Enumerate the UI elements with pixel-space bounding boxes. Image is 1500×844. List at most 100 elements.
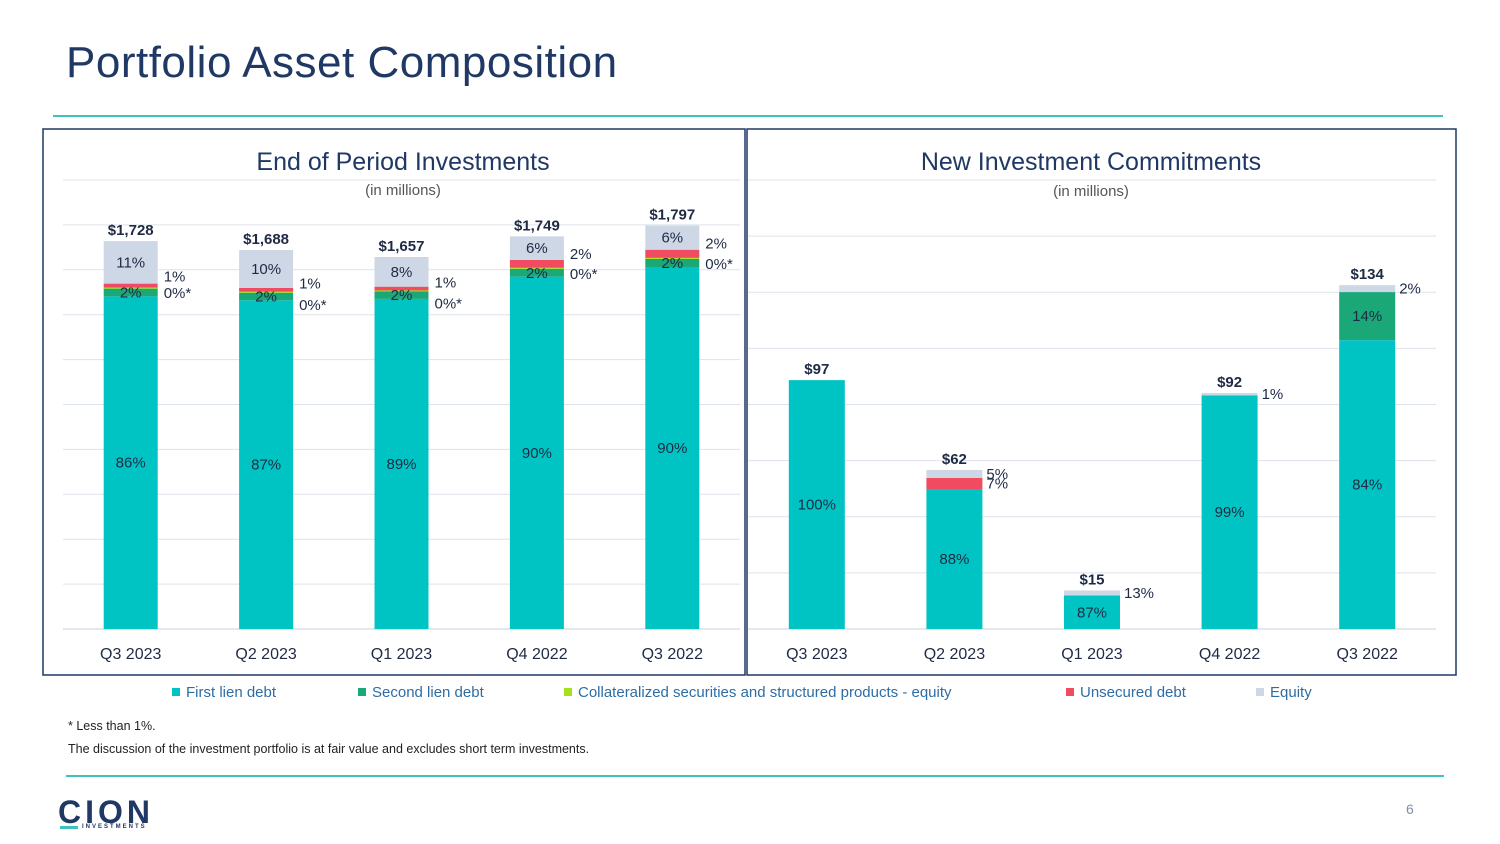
legend-swatch-unsecured: [1066, 688, 1074, 696]
end-of-period-investments-chart: End of Period Investments (in millions) 86…: [63, 148, 740, 663]
segment-label: 87%: [1077, 604, 1107, 621]
total-label: $1,749: [514, 217, 560, 234]
footer-divider: [66, 775, 1444, 777]
segment-side-label: 1%: [1262, 386, 1284, 403]
bar-segment-equity: [374, 257, 429, 287]
legend-label: Unsecured debt: [1080, 684, 1186, 701]
bar-segment-second_lien: [374, 291, 429, 299]
segment-label: 11%: [116, 254, 145, 271]
legend-swatch-first-lien: [172, 688, 180, 696]
bar-segment-first_lien: [788, 380, 845, 629]
bar-segment-second_lien: [103, 288, 158, 297]
bar-segment-unsecured: [645, 249, 700, 258]
footnote-less-than-one: * Less than 1%.: [68, 719, 156, 733]
bar-segment-equity: [103, 241, 158, 284]
bar-segment-clo_equity: [239, 291, 294, 293]
bar-segment-equity: [509, 236, 564, 260]
segment-label: 88%: [939, 551, 969, 568]
total-label: $1,728: [108, 222, 154, 239]
segment-label: 10%: [251, 261, 281, 278]
total-label: $62: [942, 451, 967, 468]
category-label: Q3 2023: [100, 646, 161, 663]
footnote-fair-value: The discussion of the investment portfol…: [68, 742, 590, 756]
bar-segment-first_lien: [509, 276, 564, 629]
segment-side-label: 5%: [986, 466, 1008, 483]
right-chart-frame: [746, 128, 1457, 676]
chart-subtitle: (in millions): [1053, 183, 1129, 200]
segment-side-label: 2%: [705, 236, 727, 253]
legend-swatch-clo-equity: [564, 688, 572, 696]
bar-segment-unsecured: [509, 259, 564, 268]
legend-label: Collateralized securities and structured…: [578, 684, 952, 701]
segment-side-label: 1%: [299, 276, 321, 293]
bar-segment-first_lien: [374, 298, 429, 629]
left-chart-frame: [42, 128, 746, 676]
title-divider: [53, 115, 1443, 117]
segment-label: 2%: [120, 285, 142, 302]
segment-label: 90%: [522, 445, 552, 462]
segment-label: 90%: [657, 440, 687, 457]
bar-segment-first_lien: [239, 300, 294, 629]
segment-side-label: 0%*: [435, 296, 463, 313]
bar-segment-clo_equity: [103, 287, 158, 289]
segment-label: 86%: [116, 455, 146, 472]
segment-label: 2%: [526, 265, 548, 282]
bar-segment-second_lien: [509, 268, 564, 277]
legend-label: First lien debt: [186, 684, 277, 701]
bar-segment-equity: [1064, 590, 1120, 596]
segment-side-label: 13%: [1124, 585, 1154, 602]
segment-label: 6%: [661, 230, 683, 247]
bar-segment-equity: [239, 250, 294, 288]
segment-label: 84%: [1352, 477, 1382, 494]
segment-side-label: 7%: [986, 475, 1008, 492]
legend-item-equity: Equity: [1256, 684, 1312, 701]
segment-side-label: 0%*: [164, 285, 192, 302]
total-label: $15: [1079, 572, 1104, 589]
category-label: Q1 2023: [1061, 646, 1122, 663]
logo-accent-bar: [60, 826, 78, 829]
segment-side-label: 0%*: [570, 266, 598, 283]
bar-segment-unsecured: [926, 477, 983, 490]
bar-segment-clo_equity: [645, 257, 700, 259]
bar-segment-unsecured: [103, 283, 158, 288]
segment-label: 2%: [391, 287, 413, 304]
page-title: Portfolio Asset Composition: [66, 38, 618, 87]
legend-item-clo-equity: Collateralized securities and structured…: [564, 684, 952, 701]
bar-segment-first_lien: [926, 489, 983, 629]
bar-segment-second_lien: [1339, 292, 1396, 341]
chart-subtitle: (in millions): [365, 182, 441, 199]
total-label: $1,657: [379, 238, 425, 255]
segment-side-label: 2%: [570, 246, 592, 263]
bar-segment-unsecured: [239, 287, 294, 292]
segment-label: 14%: [1352, 308, 1382, 325]
segment-side-label: 2%: [1399, 281, 1421, 298]
segment-label: 6%: [526, 240, 548, 257]
cion-logo: CION INVESTMENTS: [58, 794, 158, 834]
legend-item-unsecured: Unsecured debt: [1066, 684, 1186, 701]
new-investment-commitments-chart: New Investment Commitments (in millions) 1…: [748, 148, 1436, 663]
chart-legend: First lien debt Second lien debt Collate…: [150, 684, 1370, 706]
bar-segment-equity: [645, 225, 700, 250]
total-label: $134: [1351, 266, 1385, 283]
segment-label: 2%: [255, 289, 277, 306]
bar-segment-second_lien: [239, 292, 294, 301]
bar-segment-equity: [1201, 392, 1258, 396]
legend-swatch-second-lien: [358, 688, 366, 696]
total-label: $92: [1217, 374, 1242, 391]
page-number: 6: [1406, 801, 1414, 817]
bar-segment-clo_equity: [374, 289, 429, 292]
total-label: $1,688: [243, 231, 289, 248]
bar-segment-first_lien: [103, 296, 158, 629]
bar-segment-first_lien: [645, 267, 700, 629]
bar-segment-first_lien: [1201, 395, 1258, 629]
category-label: Q4 2022: [506, 646, 567, 663]
legend-label: Second lien debt: [372, 684, 484, 701]
segment-side-label: 0%*: [299, 297, 327, 314]
chart-title: New Investment Commitments: [921, 148, 1261, 176]
category-label: Q3 2022: [1337, 646, 1398, 663]
segment-label: 2%: [661, 255, 683, 272]
category-label: Q3 2022: [642, 646, 703, 663]
bar-segment-clo_equity: [509, 267, 564, 269]
chart-title: End of Period Investments: [256, 148, 549, 176]
legend-swatch-equity: [1256, 688, 1264, 696]
